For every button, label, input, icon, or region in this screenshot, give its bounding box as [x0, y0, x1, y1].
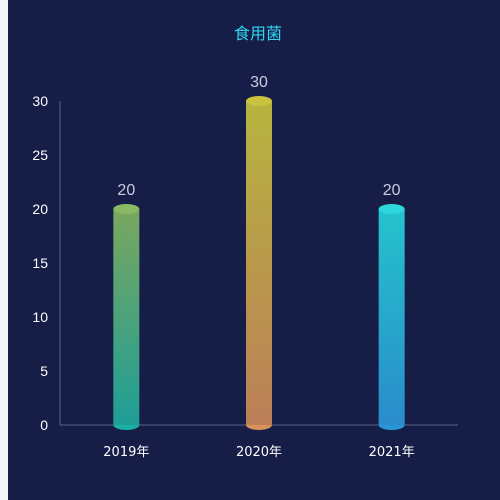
x-tick-label: 2019年	[103, 445, 149, 460]
bar-3	[378, 209, 405, 425]
bar-2	[246, 101, 272, 425]
bar-top-cap	[246, 96, 272, 106]
y-tick-label: 30	[32, 93, 48, 109]
y-tick-label: 20	[32, 201, 48, 217]
bar-1	[113, 209, 140, 425]
y-tick-label: 15	[32, 255, 48, 271]
x-tick-label: 2021年	[369, 445, 415, 460]
data-label: 20	[383, 182, 401, 199]
bar-top-cap	[378, 204, 405, 214]
x-tick-label: 2020年	[236, 445, 282, 460]
bar-top-cap	[113, 204, 140, 214]
chart-panel: 食用菌 0 5 10 15 20 25 30 2019年 2020年 2021年 20 30 20	[8, 0, 500, 500]
axes: 0 5 10 15 20 25 30 2019年 2020年 2021年	[32, 93, 458, 460]
bars: 20 30 20	[113, 74, 405, 430]
chart-title: 食用菌	[234, 24, 282, 43]
y-tick-label: 25	[32, 147, 48, 163]
data-label: 30	[250, 74, 268, 91]
y-tick-label: 5	[40, 363, 48, 379]
bar-chart: 食用菌 0 5 10 15 20 25 30 2019年 2020年 2021年 20 30 20	[32, 24, 458, 460]
y-tick-label: 0	[40, 417, 48, 433]
data-label: 20	[117, 182, 135, 199]
y-tick-label: 10	[32, 309, 48, 325]
